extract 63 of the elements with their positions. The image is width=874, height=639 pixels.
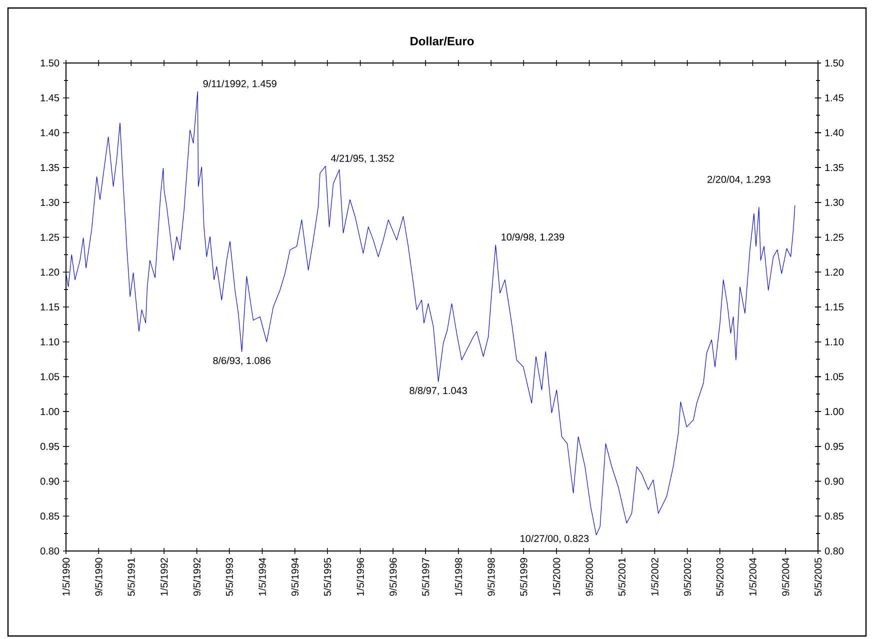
x-tick-label: 1/5/1992 <box>160 558 168 596</box>
x-tick-label: 1/5/1994 <box>258 558 266 596</box>
y2-tick-label: 1.25 <box>825 234 844 241</box>
y-tick-label: 0.80 <box>40 547 60 555</box>
y2-tick-label: 0.90 <box>824 478 844 485</box>
y-tick-label: 1.15 <box>40 304 60 310</box>
y2-tick-label: 1.30 <box>825 198 844 206</box>
y2-tick-label: 1.40 <box>825 129 844 136</box>
y2-tick-label: 1.50 <box>825 59 844 67</box>
y-tick-label: 1.00 <box>40 408 60 416</box>
y2-tick-label: 1.10 <box>825 338 844 346</box>
x-tick-label: 1/5/1998 <box>454 558 462 596</box>
x-tick-label: 5/5/1993 <box>226 558 233 596</box>
y-tick-label: 1.20 <box>40 268 60 276</box>
y-tick-label: 0.90 <box>40 478 60 485</box>
y-tick-label: 1.35 <box>40 164 60 172</box>
annotation: 9/11/1992, 1.459 <box>203 80 276 88</box>
y-tick-label: 1.45 <box>40 94 60 102</box>
x-tick-label: 1/5/2004 <box>749 558 756 596</box>
x-tick-label: 9/5/1996 <box>389 558 397 596</box>
annotation: 4/21/95, 1.352 <box>330 154 394 163</box>
y2-tick-label: 1.20 <box>825 268 844 276</box>
x-tick-label: 5/5/1999 <box>520 558 528 596</box>
annotation: 2/20/04, 1.293 <box>708 176 770 184</box>
x-tick-label: 9/5/1994 <box>291 558 299 596</box>
annotation: 10/9/98, 1.239 <box>502 233 564 242</box>
x-tick-label: 5/5/1995 <box>324 558 332 596</box>
x-tick-label: 1/5/2000 <box>552 558 560 596</box>
x-tick-label: 5/5/2001 <box>618 558 626 596</box>
y2-tick-label: 0.95 <box>824 442 844 450</box>
x-tick-label: 5/5/1997 <box>422 558 430 596</box>
x-tick-label: 1/5/2002 <box>651 558 658 596</box>
y-tick-label: 0.85 <box>40 512 60 520</box>
y-tick-label: 1.30 <box>40 198 60 206</box>
x-tick-label: 5/5/1991 <box>127 558 135 596</box>
annotation: 10/27/00, 0.823 <box>520 534 589 544</box>
y-tick-label: 1.05 <box>40 373 60 380</box>
x-tick-label: 5/5/2003 <box>716 558 724 596</box>
y2-tick-label: 0.80 <box>824 547 844 555</box>
annotation: 8/8/97, 1.043 <box>410 386 467 396</box>
y2-tick-label: 1.35 <box>825 164 844 172</box>
y-tick-label: 1.50 <box>40 59 60 67</box>
y2-tick-label: 1.05 <box>825 373 844 380</box>
y-tick-label: 1.25 <box>40 234 60 241</box>
y2-tick-label: 0.85 <box>824 512 844 520</box>
y-tick-label: 1.40 <box>40 129 60 136</box>
y2-tick-label: 1.15 <box>825 304 844 310</box>
x-tick-label: 9/5/2002 <box>684 558 691 596</box>
x-tick-label: 9/5/2004 <box>782 558 790 596</box>
y-tick-label: 1.10 <box>40 338 60 346</box>
x-tick-label: 9/5/1990 <box>94 558 102 596</box>
x-tick-label: 9/5/1998 <box>487 558 495 596</box>
x-tick-label: 9/5/2000 <box>586 558 593 596</box>
x-tick-label: 5/5/2005 <box>814 558 822 596</box>
y2-tick-label: 1.45 <box>825 94 844 102</box>
y2-tick-label: 1.00 <box>825 408 844 416</box>
x-tick-label: 9/5/1992 <box>193 558 200 596</box>
line-series <box>66 91 796 536</box>
y-tick-label: 0.95 <box>40 442 60 450</box>
x-tick-label: 1/5/1996 <box>356 558 364 596</box>
chart-title: Dollar/Euro <box>410 36 474 46</box>
annotation: 8/6/93, 1.086 <box>213 356 270 366</box>
x-tick-label: 1/5/1990 <box>62 558 70 596</box>
